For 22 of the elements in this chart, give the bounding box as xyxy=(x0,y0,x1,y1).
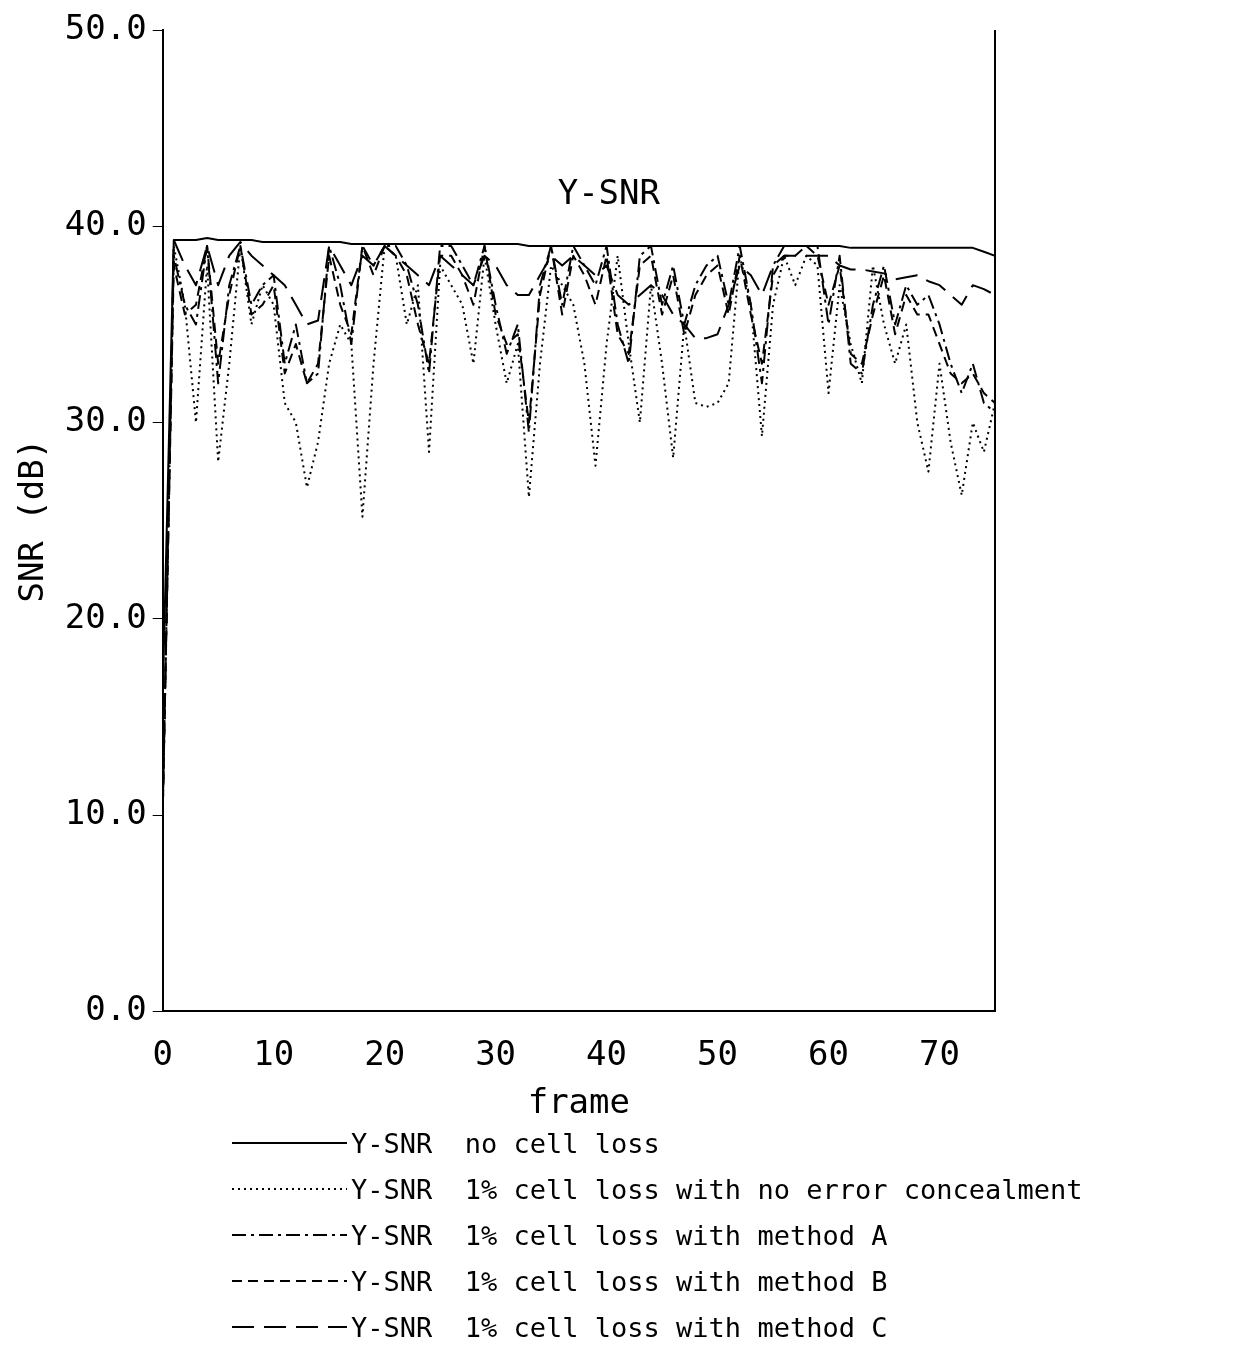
x-tick-label: 0 xyxy=(152,1032,173,1073)
x-tick-label: 30 xyxy=(475,1032,517,1073)
x-tick-label: 10 xyxy=(253,1032,295,1073)
y-tick-label: 50.0 xyxy=(64,6,147,47)
text: Y-SNR xyxy=(557,172,661,213)
y-tick-label: 40.0 xyxy=(64,203,147,244)
y-tick-label: 30.0 xyxy=(64,399,147,440)
x-tick-label: 20 xyxy=(364,1032,406,1073)
legend-label: Y-SNR 1% cell loss with method C xyxy=(351,1311,888,1343)
x-tick-label: 70 xyxy=(919,1032,960,1073)
y-tick-label: 10.0 xyxy=(64,791,147,832)
y-axis-title: SNR (dB) xyxy=(11,438,52,603)
legend-label: Y-SNR 1% cell loss with method B xyxy=(351,1265,888,1297)
x-tick-label: 60 xyxy=(808,1032,850,1073)
legend-label: Y-SNR 1% cell loss with no error concealment xyxy=(351,1173,1083,1205)
x-tick-label: 50 xyxy=(697,1032,739,1073)
x-tick-label: 40 xyxy=(586,1032,628,1073)
legend-label: Y-SNR no cell loss xyxy=(351,1127,660,1159)
legend-label: Y-SNR 1% cell loss with method A xyxy=(351,1219,888,1251)
y-tick-label: 20.0 xyxy=(64,595,147,636)
y-tick-label: 0.0 xyxy=(85,988,147,1029)
x-axis-title: frame xyxy=(527,1081,631,1122)
